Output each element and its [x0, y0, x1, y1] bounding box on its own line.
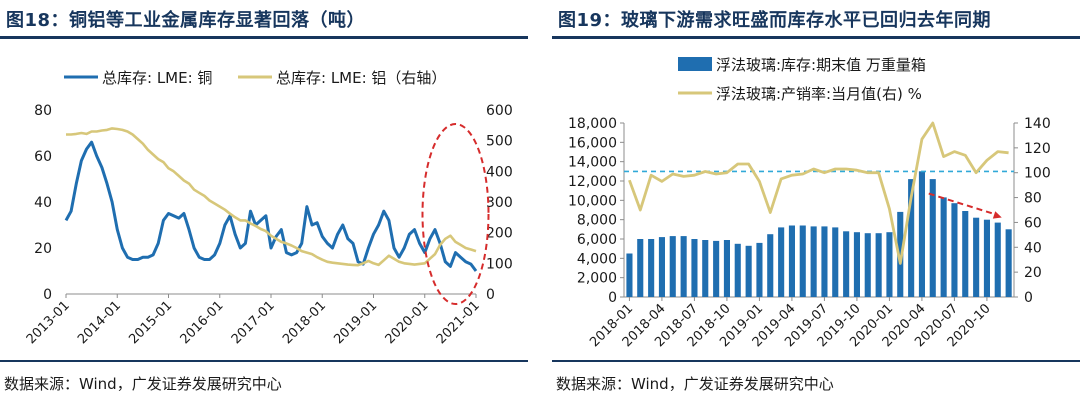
bar	[940, 197, 947, 297]
x-tick-label: 2015-01	[126, 298, 175, 347]
bar	[843, 231, 850, 297]
y-right-tick-label: 120	[1024, 141, 1051, 157]
y-right-tick-label: 200	[486, 226, 513, 242]
x-tick-label: 2019-01	[331, 298, 380, 347]
y-right-tick-label: 100	[1024, 166, 1051, 182]
legend-label-2: 浮法玻璃:产销率:当月值(右) %	[716, 85, 922, 103]
bar	[756, 242, 763, 297]
y-right-tick-label: 100	[486, 256, 513, 272]
y-left-tick-label: 0	[608, 290, 617, 306]
bar	[951, 203, 958, 297]
x-tick-label: 2018-01	[280, 298, 329, 347]
bar	[897, 211, 904, 297]
y-left-tick-label: 14,000	[568, 155, 617, 171]
figure-18-bottom-rule	[0, 360, 528, 362]
bar	[745, 245, 752, 297]
bar	[626, 253, 633, 297]
y-right-tick-label: 0	[1024, 290, 1033, 306]
figure-18-panel: 图18：铜铝等工业金属库存显著回落（吨） 总库存: LME: 铜总库存: LME…	[0, 0, 528, 408]
y-left-tick-label: 0	[43, 287, 52, 303]
trend-arrow-head	[992, 211, 1002, 219]
bar	[778, 227, 785, 297]
y-right-tick-label: 20	[1024, 265, 1042, 281]
x-tick-label: 2013-01	[24, 298, 73, 347]
bar	[799, 225, 806, 297]
y-left-tick-label: 40	[34, 195, 52, 211]
legend-label-2: 总库存: LME: 铝（右轴）	[276, 69, 446, 87]
bar	[875, 233, 882, 297]
y-right-tick-label: 600	[486, 103, 513, 119]
bar	[962, 211, 969, 297]
y-right-tick-label: 0	[486, 287, 495, 303]
y-right-tick-label: 400	[486, 164, 513, 180]
figure-18-title-rule	[0, 36, 528, 39]
y-right-tick-label: 300	[486, 195, 513, 211]
bar	[723, 240, 730, 297]
bar	[929, 179, 936, 297]
y-left-tick-label: 4,000	[577, 251, 617, 267]
y-right-tick-label: 140	[1024, 116, 1051, 132]
figure-19-bottom-rule	[552, 360, 1080, 362]
y-left-tick-label: 60	[34, 149, 52, 165]
y-left-tick-label: 16,000	[568, 135, 617, 151]
highlight-ellipse	[421, 123, 490, 305]
legend-swatch-1	[678, 57, 712, 71]
y-left-tick-label: 8,000	[577, 213, 617, 229]
bar	[853, 232, 860, 297]
figure-19-title: 图19：玻璃下游需求旺盛而库存水平已回归去年同期	[558, 10, 992, 31]
bar	[832, 227, 839, 297]
bar	[648, 239, 655, 297]
bar	[767, 234, 774, 297]
y-left-tick-label: 2,000	[577, 271, 617, 287]
bar	[734, 243, 741, 297]
figure-18-chart: 总库存: LME: 铜 总库存: LME: 铝（右轴） 0 20 40 60 80 0 100 2…	[24, 69, 513, 347]
trend-arrow-line	[928, 192, 997, 216]
y-right-tick-label: 80	[1024, 191, 1042, 207]
y-left-tick-label: 6,000	[577, 232, 617, 248]
bar	[908, 179, 915, 297]
bar	[864, 233, 871, 297]
x-tick-label: 2020-01	[383, 298, 432, 347]
x-tick-label: 2016-01	[178, 298, 227, 347]
series-line-1	[64, 140, 478, 272]
bar	[637, 239, 644, 297]
figure-19-title-rule	[552, 36, 1080, 39]
bar	[983, 219, 990, 297]
bar	[702, 240, 709, 297]
bar	[918, 171, 925, 297]
bar	[680, 236, 687, 297]
y-left-tick-label: 10,000	[568, 193, 617, 209]
figure-19-source: 数据来源：Wind，广发证券发展研究中心	[556, 375, 834, 393]
bar	[821, 226, 828, 297]
bar	[788, 225, 795, 297]
y-left-tick-label: 12,000	[568, 174, 617, 190]
y-right-tick-label: 40	[1024, 240, 1042, 256]
figure-18-source: 数据来源：Wind，广发证券发展研究中心	[4, 375, 282, 393]
figure-19-panel: 图19：玻璃下游需求旺盛而库存水平已回归去年同期 浮法玻璃:库存:期末值 万重量…	[552, 0, 1080, 408]
bar	[886, 232, 893, 297]
legend-label-1: 浮法玻璃:库存:期末值 万重量箱	[716, 56, 926, 74]
bar	[810, 226, 817, 297]
y-left-tick-label: 18,000	[568, 116, 617, 132]
x-tick-label: 2014-01	[75, 298, 124, 347]
x-tick-label: 2021-01	[434, 298, 483, 347]
bar	[1005, 229, 1012, 297]
bar	[658, 237, 665, 297]
y-right-tick-label: 60	[1024, 215, 1042, 231]
bar	[973, 217, 980, 297]
y-left-tick-label: 80	[34, 103, 52, 119]
legend-label-1: 总库存: LME: 铜	[102, 69, 212, 87]
bar	[994, 222, 1001, 297]
bar	[669, 236, 676, 297]
x-tick-label: 2017-01	[229, 298, 278, 347]
series-line	[628, 121, 1009, 265]
y-left-tick-label: 20	[34, 241, 52, 257]
bar	[691, 239, 698, 297]
y-right-tick-label: 500	[486, 134, 513, 150]
series-line-2	[66, 127, 477, 267]
bar	[713, 240, 720, 297]
figure-18-title: 图18：铜铝等工业金属库存显著回落（吨）	[6, 10, 366, 31]
